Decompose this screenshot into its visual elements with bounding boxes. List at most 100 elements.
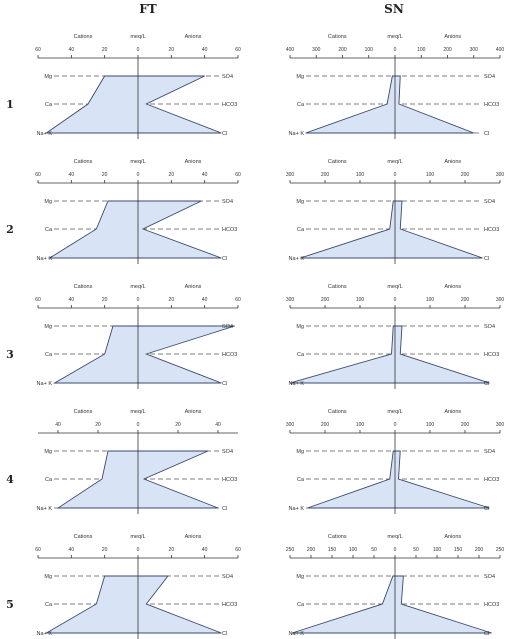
tick-label: 50 (371, 547, 377, 553)
stiff-panel-ft-4: 4 Cations meq/L Anions 40 20 0 20 40 Mg Ca Na+ K SO4… (6, 409, 238, 514)
cation-label: Ca (297, 227, 305, 233)
tick-label: 0 (394, 422, 397, 428)
axis-header: Anions (444, 409, 461, 415)
cation-label: Mg (44, 449, 52, 455)
tick-label: 200 (307, 547, 316, 553)
tick-label: 200 (338, 47, 347, 53)
row-number: 4 (6, 473, 14, 486)
tick-label: 60 (35, 47, 41, 53)
anion-label: Cl (222, 131, 227, 137)
tick-label: 40 (55, 422, 61, 428)
tick-label: 0 (394, 547, 397, 553)
row-number: 5 (6, 598, 14, 611)
anion-label: Cl (222, 381, 227, 387)
tick-label: 200 (461, 297, 470, 303)
anion-label: Cl (222, 631, 227, 637)
stiff-polygon (291, 575, 492, 634)
cation-label: Mg (296, 449, 304, 455)
cation-label: Na+ K (289, 381, 305, 387)
axis-header: Cations (328, 34, 347, 40)
tick-label: 300 (496, 172, 505, 178)
cation-label: Na+ K (37, 131, 53, 137)
anion-label: Cl (484, 131, 489, 137)
anion-label: HCO3 (484, 477, 499, 483)
tick-label: 20 (169, 547, 175, 553)
cation-label: Mg (44, 199, 52, 205)
tick-label: 40 (69, 172, 75, 178)
stiff-polygon (48, 200, 222, 259)
tick-label: 60 (35, 547, 41, 553)
tick-label: 20 (95, 422, 101, 428)
tick-label: 60 (35, 172, 41, 178)
anion-label: SO4 (484, 449, 495, 455)
axis-header: Cations (328, 284, 347, 290)
tick-label: 250 (496, 547, 505, 553)
axis-header: Cations (328, 534, 347, 540)
tick-label: 300 (470, 47, 479, 53)
cation-label: Na+ K (289, 256, 305, 262)
tick-label: 300 (496, 297, 505, 303)
tick-label: 300 (286, 297, 295, 303)
cation-label: Ca (297, 602, 305, 608)
row-number: 2 (6, 223, 14, 236)
anion-label: Cl (484, 381, 489, 387)
axis-header: meq/L (130, 534, 145, 540)
axis-header: Anions (185, 34, 202, 40)
tick-label: 100 (356, 172, 365, 178)
cation-label: Ca (297, 352, 305, 358)
tick-label: 200 (461, 172, 470, 178)
axis-header: meq/L (130, 159, 145, 165)
cation-label: Na+ K (289, 631, 305, 637)
stiff-panel-ft-1: 1 Cations meq/L Anions 60 40 20 0 20 40 60 Mg Ca Na+ … (6, 34, 241, 139)
tick-label: 20 (169, 47, 175, 53)
tick-label: 0 (137, 422, 140, 428)
tick-label: 20 (102, 297, 108, 303)
stiff-panel-sn-3: Cations meq/L Anions 300 200 100 0 100 200 300 Mg C… (286, 284, 505, 389)
tick-label: 150 (454, 547, 463, 553)
tick-label: 200 (321, 297, 330, 303)
axis-header: Anions (444, 159, 461, 165)
stiff-polygon (307, 450, 490, 509)
tick-label: 40 (215, 422, 221, 428)
anion-label: Cl (222, 256, 227, 262)
tick-label: 100 (426, 422, 435, 428)
cation-label: Mg (44, 324, 52, 330)
tick-label: 300 (496, 422, 505, 428)
axis-header: Anions (185, 534, 202, 540)
tick-label: 50 (413, 547, 419, 553)
stiff-polygon (305, 75, 474, 134)
tick-label: 0 (137, 47, 140, 53)
stiff-panel-ft-2: 2 Cations meq/L Anions 60 40 20 0 20 40 60 Mg Ca Na+ … (6, 159, 241, 264)
anion-label: SO4 (222, 449, 233, 455)
axis-header: Cations (74, 534, 93, 540)
anion-label: SO4 (222, 324, 233, 330)
tick-label: 20 (175, 422, 181, 428)
tick-label: 200 (475, 547, 484, 553)
stiff-panel-sn-1: Cations meq/L Anions 400 300 200 100 0 100 200 300… (286, 34, 504, 139)
tick-label: 60 (235, 47, 241, 53)
cation-label: Na+ K (37, 631, 53, 637)
axis-header: Cations (74, 284, 93, 290)
axis-header: Anions (444, 284, 461, 290)
cation-label: Ca (45, 602, 53, 608)
cation-label: Mg (296, 199, 304, 205)
axis-header: Cations (328, 159, 347, 165)
tick-label: 40 (202, 47, 208, 53)
tick-label: 300 (286, 422, 295, 428)
anion-label: SO4 (222, 199, 233, 205)
axis-header: meq/L (387, 34, 402, 40)
stiff-polygon (44, 75, 222, 134)
axis-header: meq/L (387, 159, 402, 165)
anion-label: SO4 (222, 74, 233, 80)
axis-header: Anions (444, 34, 461, 40)
anion-label: HCO3 (484, 602, 499, 608)
tick-label: 100 (356, 297, 365, 303)
anion-label: HCO3 (222, 227, 237, 233)
row-number: 3 (6, 348, 14, 361)
tick-label: 100 (426, 172, 435, 178)
anion-label: HCO3 (484, 352, 499, 358)
cation-label: Mg (44, 574, 52, 580)
axis-header: meq/L (130, 409, 145, 415)
stiff-panel-ft-3: 3 Cations meq/L Anions 60 40 20 0 20 40 60 Mg Ca Na+ … (6, 284, 241, 389)
